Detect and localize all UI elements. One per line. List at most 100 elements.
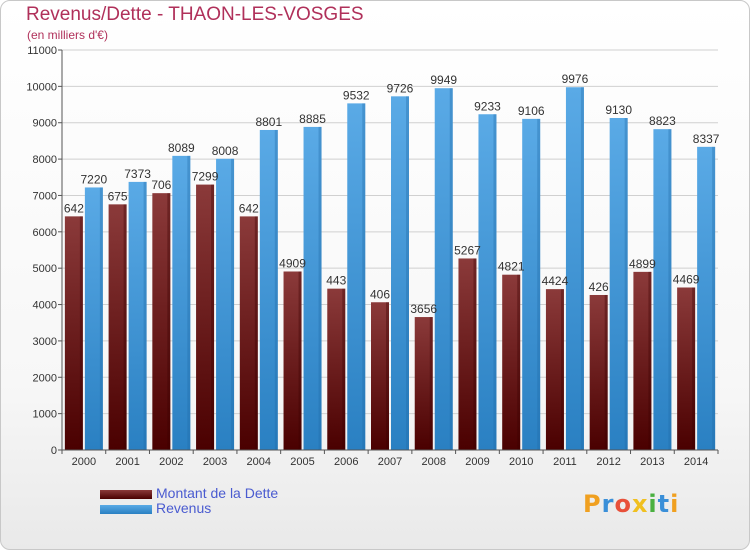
bar-dette xyxy=(545,289,564,450)
bar-revenus xyxy=(259,129,278,451)
bar-shade xyxy=(362,103,366,450)
data-label-dette: 4424 xyxy=(542,274,569,288)
data-label-revenus: 8008 xyxy=(212,144,239,158)
data-label-dette: 4909 xyxy=(279,256,306,270)
data-label-revenus: 9130 xyxy=(605,103,632,117)
grid-lines xyxy=(62,49,718,451)
bar-revenus xyxy=(565,87,584,451)
legend-label-dette: Montant de la Dette xyxy=(156,485,279,501)
legend-swatch-dette xyxy=(100,490,152,499)
bar-shade xyxy=(79,216,83,450)
bar-shade xyxy=(298,271,302,450)
y-tick-label: 9000 xyxy=(33,118,57,130)
data-label-revenus: 8089 xyxy=(168,141,195,155)
bar-revenus xyxy=(434,88,453,450)
bar-shade xyxy=(99,187,103,451)
bar-dette xyxy=(152,193,171,450)
data-label-dette: 642 xyxy=(64,201,84,215)
bar-shade xyxy=(604,294,608,450)
bar-shade xyxy=(712,146,716,450)
logo-letter: i xyxy=(670,490,680,518)
bar-shade xyxy=(167,193,171,450)
y-tick-label: 8000 xyxy=(33,154,57,166)
legend-label-revenus: Revenus xyxy=(156,500,212,516)
data-label-dette: 675 xyxy=(108,189,128,203)
bar-dette xyxy=(283,271,302,450)
bar-shade xyxy=(211,184,215,450)
y-tick-label: 4000 xyxy=(33,300,57,312)
x-tick-label: 2006 xyxy=(334,456,358,468)
logo-letter: t xyxy=(657,490,671,518)
x-tick-label: 2003 xyxy=(203,456,227,468)
proxiti-logo: Proxiti xyxy=(583,490,679,518)
bars xyxy=(64,87,716,451)
bar-shade xyxy=(517,274,521,450)
bar-revenus xyxy=(172,155,191,450)
bar-shade xyxy=(342,288,346,450)
data-label-dette: 406 xyxy=(370,287,390,301)
data-label-dette: 4899 xyxy=(629,257,656,271)
x-tick-label: 2004 xyxy=(247,456,271,468)
bar-revenus xyxy=(609,118,628,450)
data-label-revenus: 8801 xyxy=(255,115,282,129)
bar-shade xyxy=(692,287,696,450)
x-tick-label: 2000 xyxy=(72,456,96,468)
y-tick-label: 5000 xyxy=(33,263,57,275)
logo-letter: r xyxy=(601,490,615,518)
bar-revenus xyxy=(303,126,322,450)
logo-letter: o xyxy=(614,490,632,518)
chart-title: Revenus/Dette - THAON-LES-VOSGES xyxy=(26,4,364,25)
y-tick-label: 11000 xyxy=(27,45,57,57)
bar-dette xyxy=(64,216,83,450)
bar-revenus xyxy=(522,118,541,450)
bar-dette xyxy=(633,271,652,450)
bar-shade xyxy=(254,216,258,450)
data-label-revenus: 9726 xyxy=(387,81,414,95)
bar-shade xyxy=(580,87,584,451)
x-tick-label: 2007 xyxy=(378,456,402,468)
data-label-revenus: 9233 xyxy=(474,99,501,113)
bar-dette xyxy=(677,287,696,450)
x-tick-label: 2008 xyxy=(421,456,445,468)
bar-shade xyxy=(560,289,564,450)
data-label-dette: 4821 xyxy=(498,260,525,274)
logo-letter: i xyxy=(648,490,658,518)
bar-dette xyxy=(502,274,521,450)
bar-revenus xyxy=(128,181,147,450)
bar-dette xyxy=(108,204,127,450)
bar-shade xyxy=(406,96,409,450)
data-label-dette: 426 xyxy=(589,280,609,294)
data-label-revenus: 8823 xyxy=(649,114,676,128)
data-label-revenus: 9532 xyxy=(343,88,370,102)
bar-shade xyxy=(386,302,389,450)
data-label-dette: 3656 xyxy=(410,302,437,316)
data-label-revenus: 9106 xyxy=(518,104,545,118)
bar-shade xyxy=(537,118,541,450)
chart-subtitle: (en milliers d'€) xyxy=(27,28,108,42)
data-label-revenus: 7220 xyxy=(81,172,108,186)
data-label-revenus: 9949 xyxy=(430,73,457,87)
x-tick-label: 2009 xyxy=(465,456,489,468)
x-tick-label: 2011 xyxy=(553,456,577,468)
bar-shade xyxy=(668,129,672,450)
legend-swatch-revenus xyxy=(100,505,152,514)
data-label-revenus: 7373 xyxy=(124,167,151,181)
data-label-dette: 5267 xyxy=(454,243,481,257)
bar-dette xyxy=(327,288,346,450)
bar-revenus xyxy=(697,146,716,450)
x-tick-label: 2001 xyxy=(115,456,139,468)
x-tick-label: 2014 xyxy=(684,456,708,468)
bar-dette xyxy=(371,302,389,450)
bar-dette xyxy=(458,258,477,450)
bar-dette xyxy=(414,317,433,450)
bar-revenus xyxy=(391,96,409,450)
bar-dette xyxy=(196,184,215,450)
bar-revenus xyxy=(478,114,497,450)
bar-shade xyxy=(274,129,278,451)
logo-letter: x xyxy=(631,490,649,518)
bar-shade xyxy=(429,317,433,450)
y-tick-label: 2000 xyxy=(33,372,57,384)
bar-shade xyxy=(473,258,477,450)
